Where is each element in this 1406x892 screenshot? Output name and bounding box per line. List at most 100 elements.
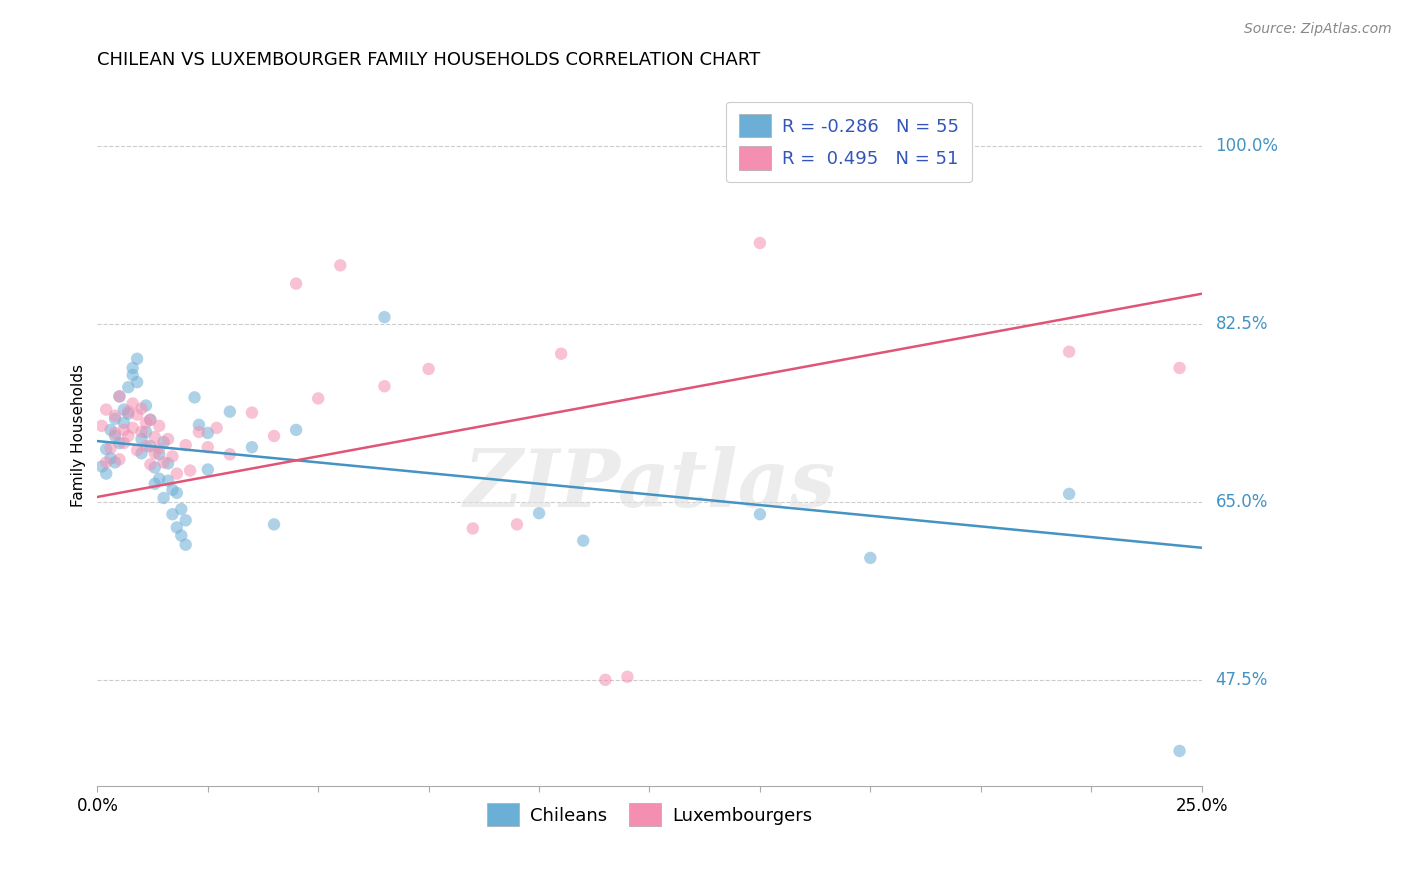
Point: [162, 450, 184, 464]
Point: [174, 538, 197, 552]
Point: [307, 392, 329, 406]
Point: [1168, 360, 1191, 375]
Point: [143, 460, 166, 475]
Point: [100, 451, 122, 466]
Point: [162, 507, 184, 521]
Point: [550, 347, 572, 361]
Point: [157, 474, 180, 488]
Point: [240, 406, 263, 420]
Point: [418, 362, 440, 376]
Point: [139, 413, 162, 427]
Point: [183, 391, 205, 405]
Point: [143, 430, 166, 444]
Point: [143, 476, 166, 491]
Point: [373, 379, 395, 393]
Point: [166, 520, 188, 534]
Point: [170, 502, 193, 516]
Point: [218, 404, 240, 418]
Point: [148, 418, 170, 433]
Point: [187, 425, 209, 439]
Point: [1057, 487, 1080, 501]
Point: [127, 375, 149, 389]
Point: [112, 402, 135, 417]
Text: 65.0%: 65.0%: [1216, 493, 1268, 511]
Point: [90, 459, 112, 474]
Point: [108, 436, 131, 450]
Point: [104, 425, 127, 440]
Point: [748, 235, 770, 250]
Point: [131, 432, 153, 446]
Point: [104, 411, 127, 425]
Point: [152, 435, 174, 450]
Point: [329, 258, 352, 272]
Point: [218, 447, 240, 461]
Point: [131, 446, 153, 460]
Point: [117, 380, 139, 394]
Point: [461, 521, 484, 535]
Point: [157, 457, 180, 471]
Point: [148, 441, 170, 455]
Point: [187, 417, 209, 432]
Point: [112, 423, 135, 437]
Point: [117, 429, 139, 443]
Point: [174, 438, 197, 452]
Point: [197, 425, 219, 440]
Point: [157, 432, 180, 446]
Text: ZIPatlas: ZIPatlas: [464, 446, 835, 524]
Point: [121, 368, 143, 382]
Point: [152, 491, 174, 505]
Point: [162, 483, 184, 497]
Point: [112, 416, 135, 430]
Point: [96, 442, 118, 457]
Point: [117, 404, 139, 418]
Point: [205, 421, 228, 435]
Point: [572, 533, 595, 548]
Point: [139, 458, 162, 472]
Point: [240, 440, 263, 454]
Point: [285, 423, 308, 437]
Point: [170, 528, 193, 542]
Legend: Chileans, Luxembourgers: Chileans, Luxembourgers: [479, 796, 820, 833]
Point: [143, 446, 166, 460]
Point: [506, 517, 529, 532]
Point: [139, 413, 162, 427]
Point: [96, 467, 118, 481]
Point: [104, 429, 127, 443]
Point: [131, 425, 153, 439]
Point: [263, 517, 285, 532]
Text: 100.0%: 100.0%: [1216, 137, 1278, 155]
Point: [1168, 744, 1191, 758]
Point: [148, 447, 170, 461]
Point: [135, 425, 157, 439]
Point: [135, 439, 157, 453]
Point: [197, 462, 219, 476]
Point: [174, 513, 197, 527]
Point: [104, 409, 127, 423]
Point: [127, 408, 149, 422]
Point: [748, 507, 770, 521]
Point: [285, 277, 308, 291]
Point: [1057, 344, 1080, 359]
Point: [112, 436, 135, 450]
Point: [197, 440, 219, 454]
Point: [90, 418, 112, 433]
Point: [135, 416, 157, 430]
Point: [148, 472, 170, 486]
Point: [96, 402, 118, 417]
Point: [108, 452, 131, 467]
Point: [127, 443, 149, 458]
Point: [179, 464, 201, 478]
Point: [527, 506, 550, 520]
Point: [121, 396, 143, 410]
Text: Source: ZipAtlas.com: Source: ZipAtlas.com: [1244, 22, 1392, 37]
Point: [595, 673, 617, 687]
Point: [117, 407, 139, 421]
Text: 47.5%: 47.5%: [1216, 671, 1268, 689]
Point: [152, 455, 174, 469]
Point: [139, 439, 162, 453]
Point: [108, 389, 131, 403]
Point: [100, 441, 122, 455]
Point: [96, 455, 118, 469]
Point: [104, 455, 127, 469]
Point: [263, 429, 285, 443]
